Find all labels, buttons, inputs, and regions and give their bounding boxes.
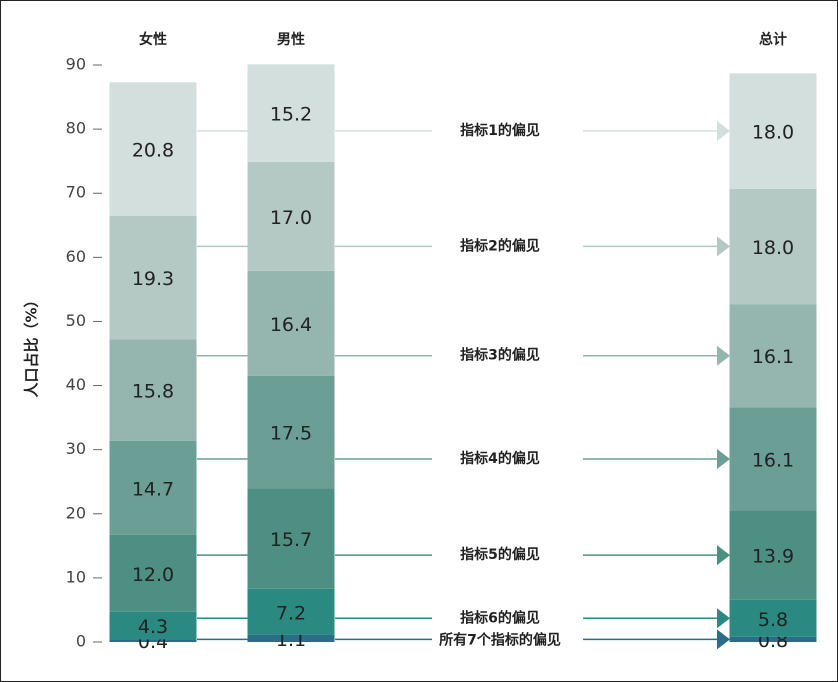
- category-label: 女性: [139, 31, 167, 48]
- bar-segment: [109, 440, 197, 535]
- bar-segment: [247, 488, 335, 589]
- series-name: 指标2的偏见: [460, 237, 540, 254]
- y-tick-label: 50: [66, 311, 86, 330]
- y-tick-label: 70: [66, 183, 86, 202]
- data-label: 18.0: [752, 237, 794, 259]
- category-label: 总计: [759, 31, 787, 48]
- data-label: 12.0: [132, 564, 174, 586]
- series-name: 指标4的偏见: [460, 450, 540, 467]
- bar-segment: [729, 407, 817, 511]
- bar-segment: [729, 304, 817, 408]
- series-name: 指标3的偏见: [460, 347, 540, 364]
- arrow-head: [717, 545, 730, 566]
- data-label: 14.7: [132, 478, 174, 500]
- arrow-head: [717, 608, 730, 629]
- y-tick-label: 80: [66, 119, 86, 138]
- y-tick-label: 30: [66, 439, 86, 458]
- data-label: 19.3: [132, 268, 174, 290]
- data-label: 16.1: [752, 346, 794, 368]
- arrow-head: [717, 448, 730, 469]
- bar-segment: [247, 588, 335, 635]
- series-name: 指标5的偏见: [460, 546, 540, 563]
- data-label: 17.5: [270, 423, 312, 445]
- bar-segment: [247, 634, 335, 642]
- bar-segment: [109, 534, 197, 612]
- bar-segment: [109, 339, 197, 441]
- y-tick-label: 90: [66, 55, 86, 74]
- data-label: 16.4: [270, 314, 312, 336]
- data-label: 5.8: [758, 609, 788, 631]
- bar-segment: [729, 599, 817, 637]
- data-label: 13.9: [752, 546, 794, 568]
- y-tick-label: 0: [76, 632, 86, 651]
- data-label: 15.7: [270, 529, 312, 551]
- bar-segment: [109, 215, 197, 340]
- series-name: 指标1的偏见: [460, 122, 540, 139]
- bar-segment: [729, 188, 817, 305]
- y-tick-label: 40: [66, 375, 86, 394]
- data-label: 15.2: [270, 104, 312, 126]
- bar-segment: [247, 375, 335, 489]
- y-axis-title: 人口占比（%）: [23, 292, 41, 397]
- bar-segment: [247, 161, 335, 271]
- bar-segment: [109, 639, 197, 642]
- data-label: 4.3: [138, 616, 168, 638]
- data-label: 7.2: [276, 602, 306, 624]
- bar-segment: [109, 611, 197, 640]
- bar-segment: [729, 636, 817, 642]
- data-label: 18.0: [752, 122, 794, 144]
- data-label: 20.8: [132, 139, 174, 161]
- series-name: 指标6的偏见: [460, 609, 540, 626]
- category-label: 男性: [277, 31, 305, 48]
- bar-segment: [247, 64, 335, 162]
- data-label: 16.1: [752, 449, 794, 471]
- y-tick-label: 20: [66, 503, 86, 522]
- bar-segment: [729, 73, 817, 189]
- arrow-head: [717, 629, 730, 650]
- data-label: 17.0: [270, 207, 312, 229]
- y-tick-label: 10: [66, 567, 86, 586]
- arrow-head: [717, 345, 730, 366]
- arrow-head: [717, 121, 730, 142]
- y-tick-label: 60: [66, 247, 86, 266]
- arrow-head: [717, 236, 730, 257]
- bar-segment: [109, 82, 197, 216]
- data-label: 15.8: [132, 381, 174, 403]
- bar-segment: [247, 270, 335, 376]
- bar-segment: [729, 510, 817, 600]
- series-name: 所有7个指标的偏见: [439, 631, 561, 648]
